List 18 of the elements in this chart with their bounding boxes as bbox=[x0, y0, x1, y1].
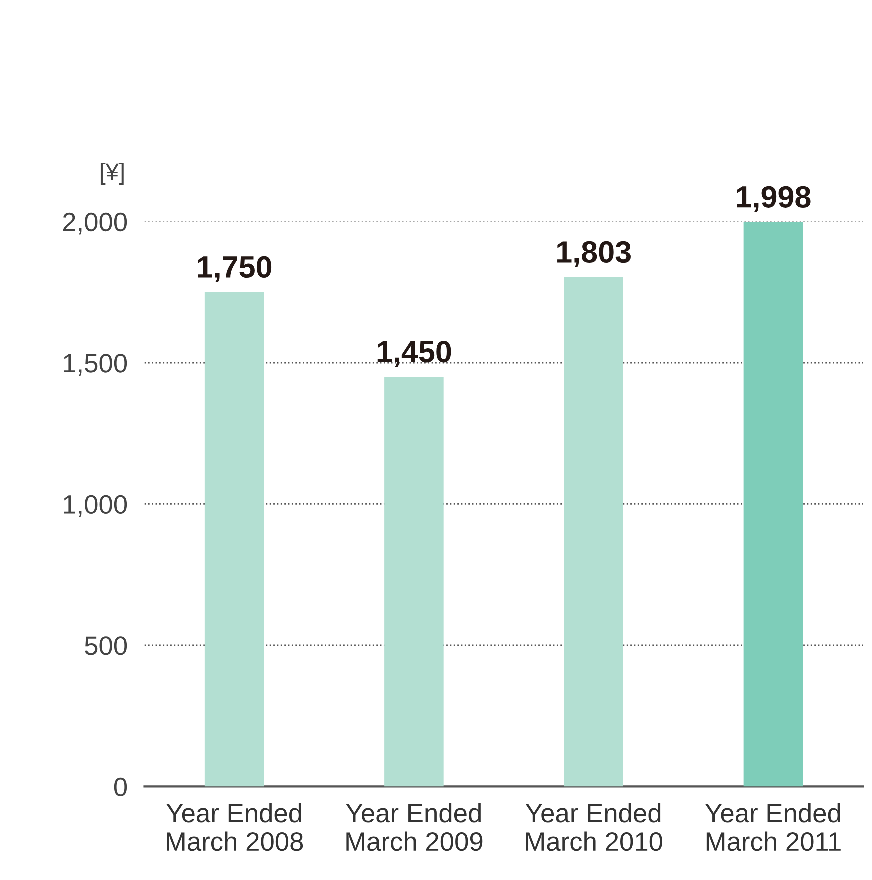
y-tick-label: 1,000 bbox=[64, 495, 128, 518]
y-tick-label: 2,000 bbox=[63, 212, 128, 235]
data-label: 1,750 bbox=[198, 256, 272, 282]
bar bbox=[564, 277, 624, 787]
data-label: 1,998 bbox=[737, 186, 811, 212]
x-tick-label: Year Ended March 2008 bbox=[166, 803, 304, 852]
bar bbox=[744, 222, 804, 787]
x-tick-label: Year Ended March 2010 bbox=[526, 803, 662, 852]
y-tick-label: 0 bbox=[114, 778, 128, 797]
y-tick-label: 500 bbox=[85, 636, 128, 656]
data-label: 1,803 bbox=[558, 241, 631, 268]
y-tick-label: 1,500 bbox=[64, 354, 128, 376]
x-tick-label: Year Ended March 2009 bbox=[346, 803, 483, 852]
bar bbox=[384, 377, 444, 787]
bar bbox=[204, 292, 264, 787]
data-label: 1,450 bbox=[378, 341, 452, 368]
x-tick-label: Year Ended March 2011 bbox=[706, 803, 841, 852]
y-axis-title: [¥] bbox=[100, 163, 124, 186]
